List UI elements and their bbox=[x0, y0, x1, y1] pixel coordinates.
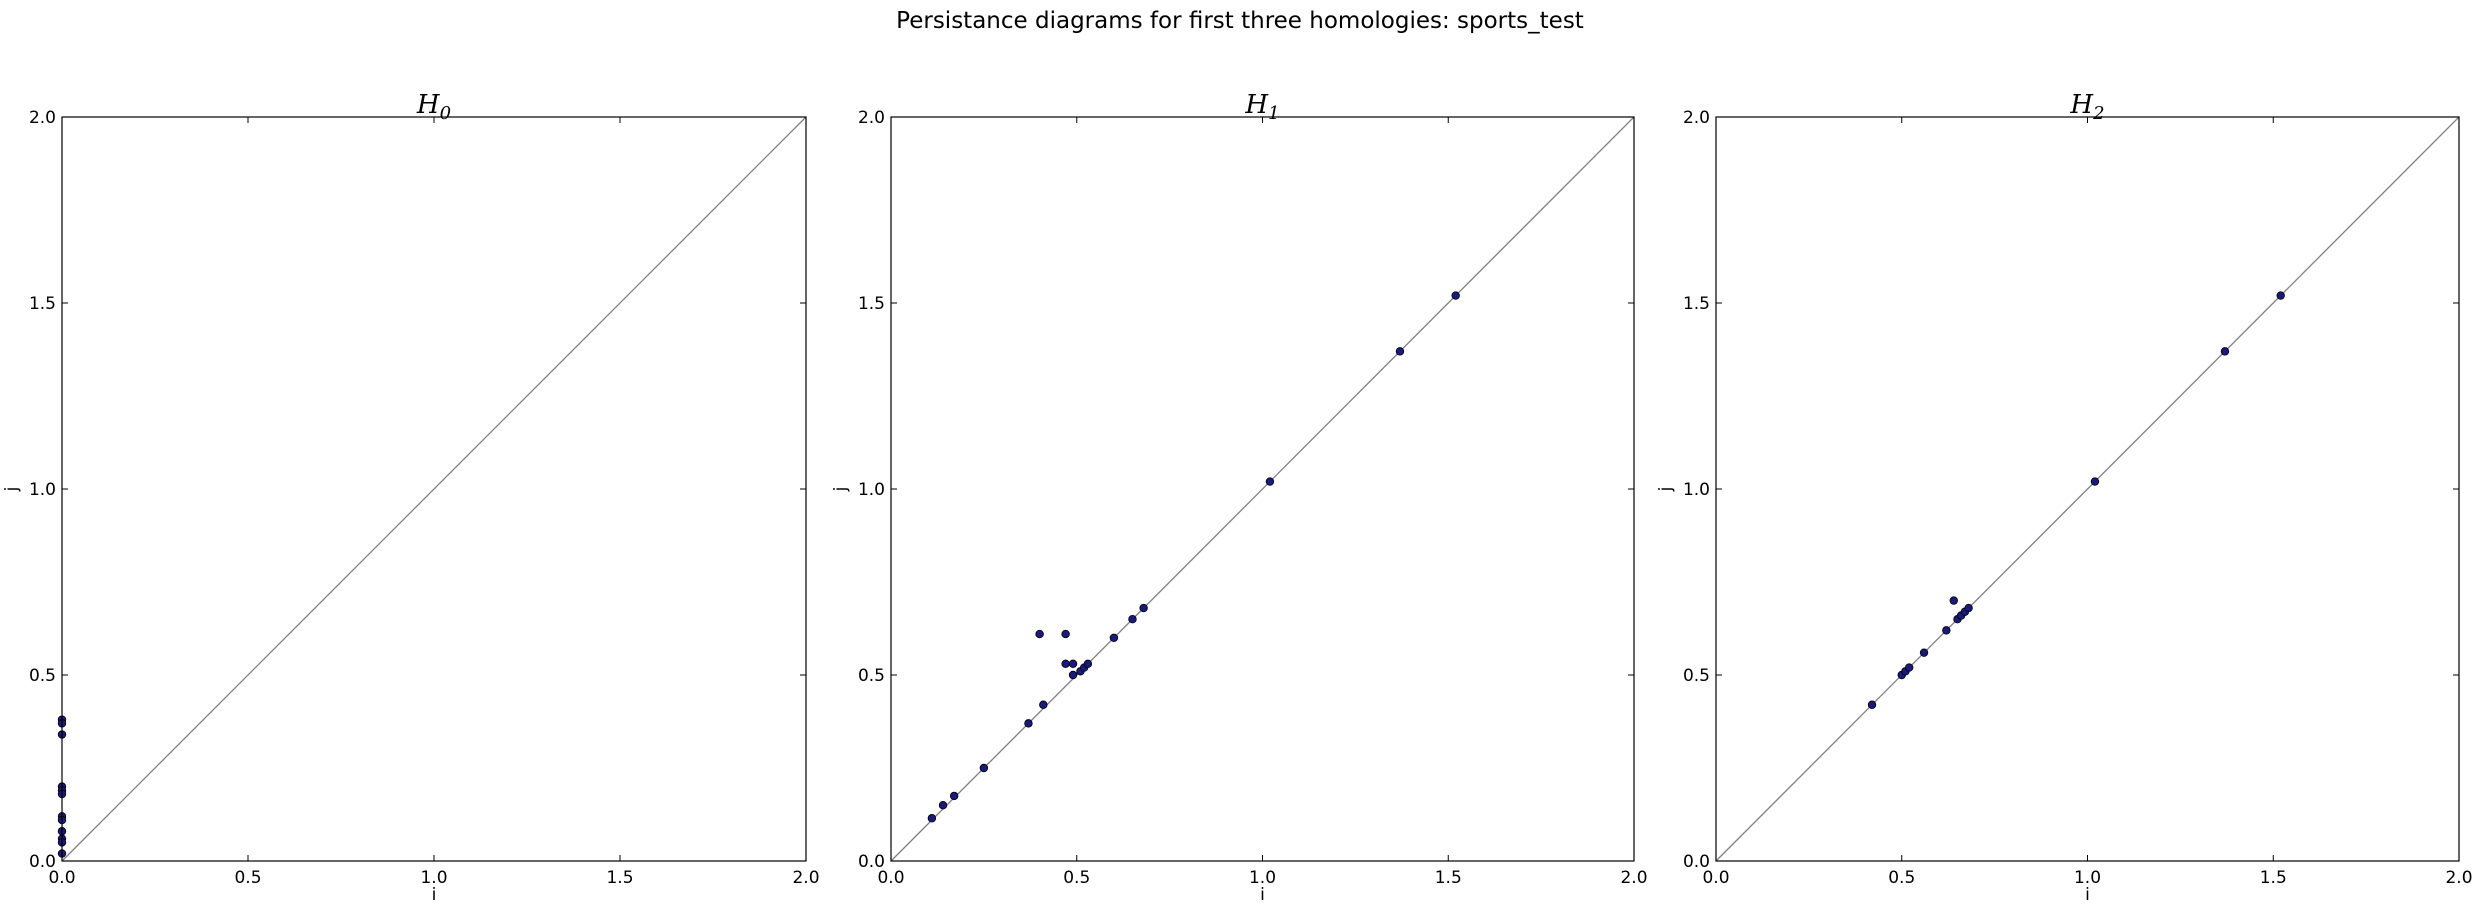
data-point bbox=[1068, 670, 1078, 680]
data-point bbox=[927, 814, 937, 823]
y-tick-label: 0.0 bbox=[29, 852, 56, 872]
data-point bbox=[2220, 347, 2230, 356]
diagonal-line bbox=[890, 116, 1635, 862]
x-tick-label: 1.0 bbox=[1249, 868, 1276, 888]
y-tick-label: 2.0 bbox=[1683, 108, 1710, 128]
diagonal-line bbox=[61, 116, 807, 862]
x-tick-label: 1.0 bbox=[2074, 868, 2101, 888]
y-tick-label: 0.0 bbox=[1683, 852, 1710, 872]
y-tick-label: 2.0 bbox=[29, 108, 56, 128]
y-axis-label: j bbox=[2, 487, 22, 493]
data-point bbox=[1061, 659, 1070, 669]
data-point bbox=[1083, 659, 1093, 669]
x-tick-label: 0.0 bbox=[877, 868, 904, 888]
data-point bbox=[1068, 659, 1078, 669]
x-tick-label: 2.0 bbox=[1620, 868, 1647, 888]
x-tick-label: 1.0 bbox=[420, 868, 447, 888]
data-point bbox=[1061, 629, 1070, 639]
data-point bbox=[949, 791, 959, 801]
x-tick-label: 1.5 bbox=[2260, 868, 2287, 888]
panel-title: H0 bbox=[416, 90, 451, 124]
data-point bbox=[1139, 603, 1148, 613]
x-tick-label: 0.5 bbox=[1888, 868, 1915, 888]
y-tick-label: 1.5 bbox=[858, 294, 885, 314]
data-point bbox=[1024, 719, 1033, 728]
data-point bbox=[2276, 291, 2285, 300]
diagonal-line bbox=[1715, 116, 2460, 862]
y-tick-label: 1.5 bbox=[1683, 294, 1710, 314]
panel-h1: 0.0 0.5 1.0 1.5 2.0 0.0 0.5 1.0 1.5 2.0 H1 i j bbox=[831, 90, 1648, 905]
data-point bbox=[1942, 626, 1951, 635]
x-tick-label: 0.5 bbox=[1063, 868, 1090, 888]
x-tick-label: 2.0 bbox=[792, 868, 819, 888]
data-point bbox=[1035, 629, 1044, 639]
axes-frame bbox=[61, 116, 807, 862]
data-point bbox=[1867, 700, 1877, 709]
data-point bbox=[1919, 648, 1929, 657]
data-point bbox=[1964, 603, 1973, 613]
data-point bbox=[1904, 663, 1914, 672]
data-point bbox=[1109, 633, 1119, 642]
data-point bbox=[1949, 596, 1958, 605]
figure-title: Persistance diagrams for first three hom… bbox=[896, 8, 1584, 34]
panels: 0.0 0.5 1.0 1.5 2.0 0.0 0.5 1.0 1.5 2.0 H0 i j 0.0 0.5… bbox=[2, 90, 2473, 905]
x-axis-label: i bbox=[1260, 885, 1265, 905]
y-tick-label: 0.5 bbox=[1683, 666, 1710, 686]
data-point bbox=[1451, 291, 1460, 300]
x-axis-label: i bbox=[432, 885, 437, 905]
data-point bbox=[2090, 477, 2100, 486]
y-tick-label: 1.0 bbox=[29, 480, 56, 500]
y-tick-label: 1.5 bbox=[29, 294, 56, 314]
panel-h0: 0.0 0.5 1.0 1.5 2.0 0.0 0.5 1.0 1.5 2.0 H0 i j bbox=[2, 90, 820, 905]
y-tick-label: 1.0 bbox=[1683, 480, 1710, 500]
x-tick-label: 0.0 bbox=[1702, 868, 1729, 888]
data-point bbox=[1265, 477, 1275, 486]
axes-frame bbox=[1715, 116, 2460, 862]
axes-frame bbox=[890, 116, 1635, 862]
data-point bbox=[1128, 615, 1137, 624]
y-axis-label: j bbox=[1656, 487, 1676, 493]
data-point bbox=[1395, 347, 1405, 356]
x-tick-label: 2.0 bbox=[2445, 868, 2472, 888]
panel-title: H1 bbox=[1244, 90, 1279, 124]
y-axis-label: j bbox=[831, 487, 851, 493]
y-tick-label: 2.0 bbox=[858, 108, 885, 128]
y-tick-label: 0.5 bbox=[29, 666, 56, 686]
x-tick-label: 1.5 bbox=[606, 868, 633, 888]
y-tick-label: 0.0 bbox=[858, 852, 885, 872]
panel-title: H2 bbox=[2069, 90, 2104, 124]
panel-h2: 0.0 0.5 1.0 1.5 2.0 0.0 0.5 1.0 1.5 2.0 H2 i j bbox=[1656, 90, 2473, 905]
x-tick-label: 0.0 bbox=[48, 868, 75, 888]
y-tick-label: 0.5 bbox=[858, 666, 885, 686]
x-axis-label: i bbox=[2085, 885, 2090, 905]
y-tick-label: 1.0 bbox=[858, 480, 885, 500]
data-point bbox=[979, 763, 989, 773]
x-tick-label: 1.5 bbox=[1435, 868, 1462, 888]
data-point bbox=[938, 801, 948, 810]
data-point bbox=[1039, 700, 1048, 709]
x-tick-label: 0.5 bbox=[234, 868, 261, 888]
